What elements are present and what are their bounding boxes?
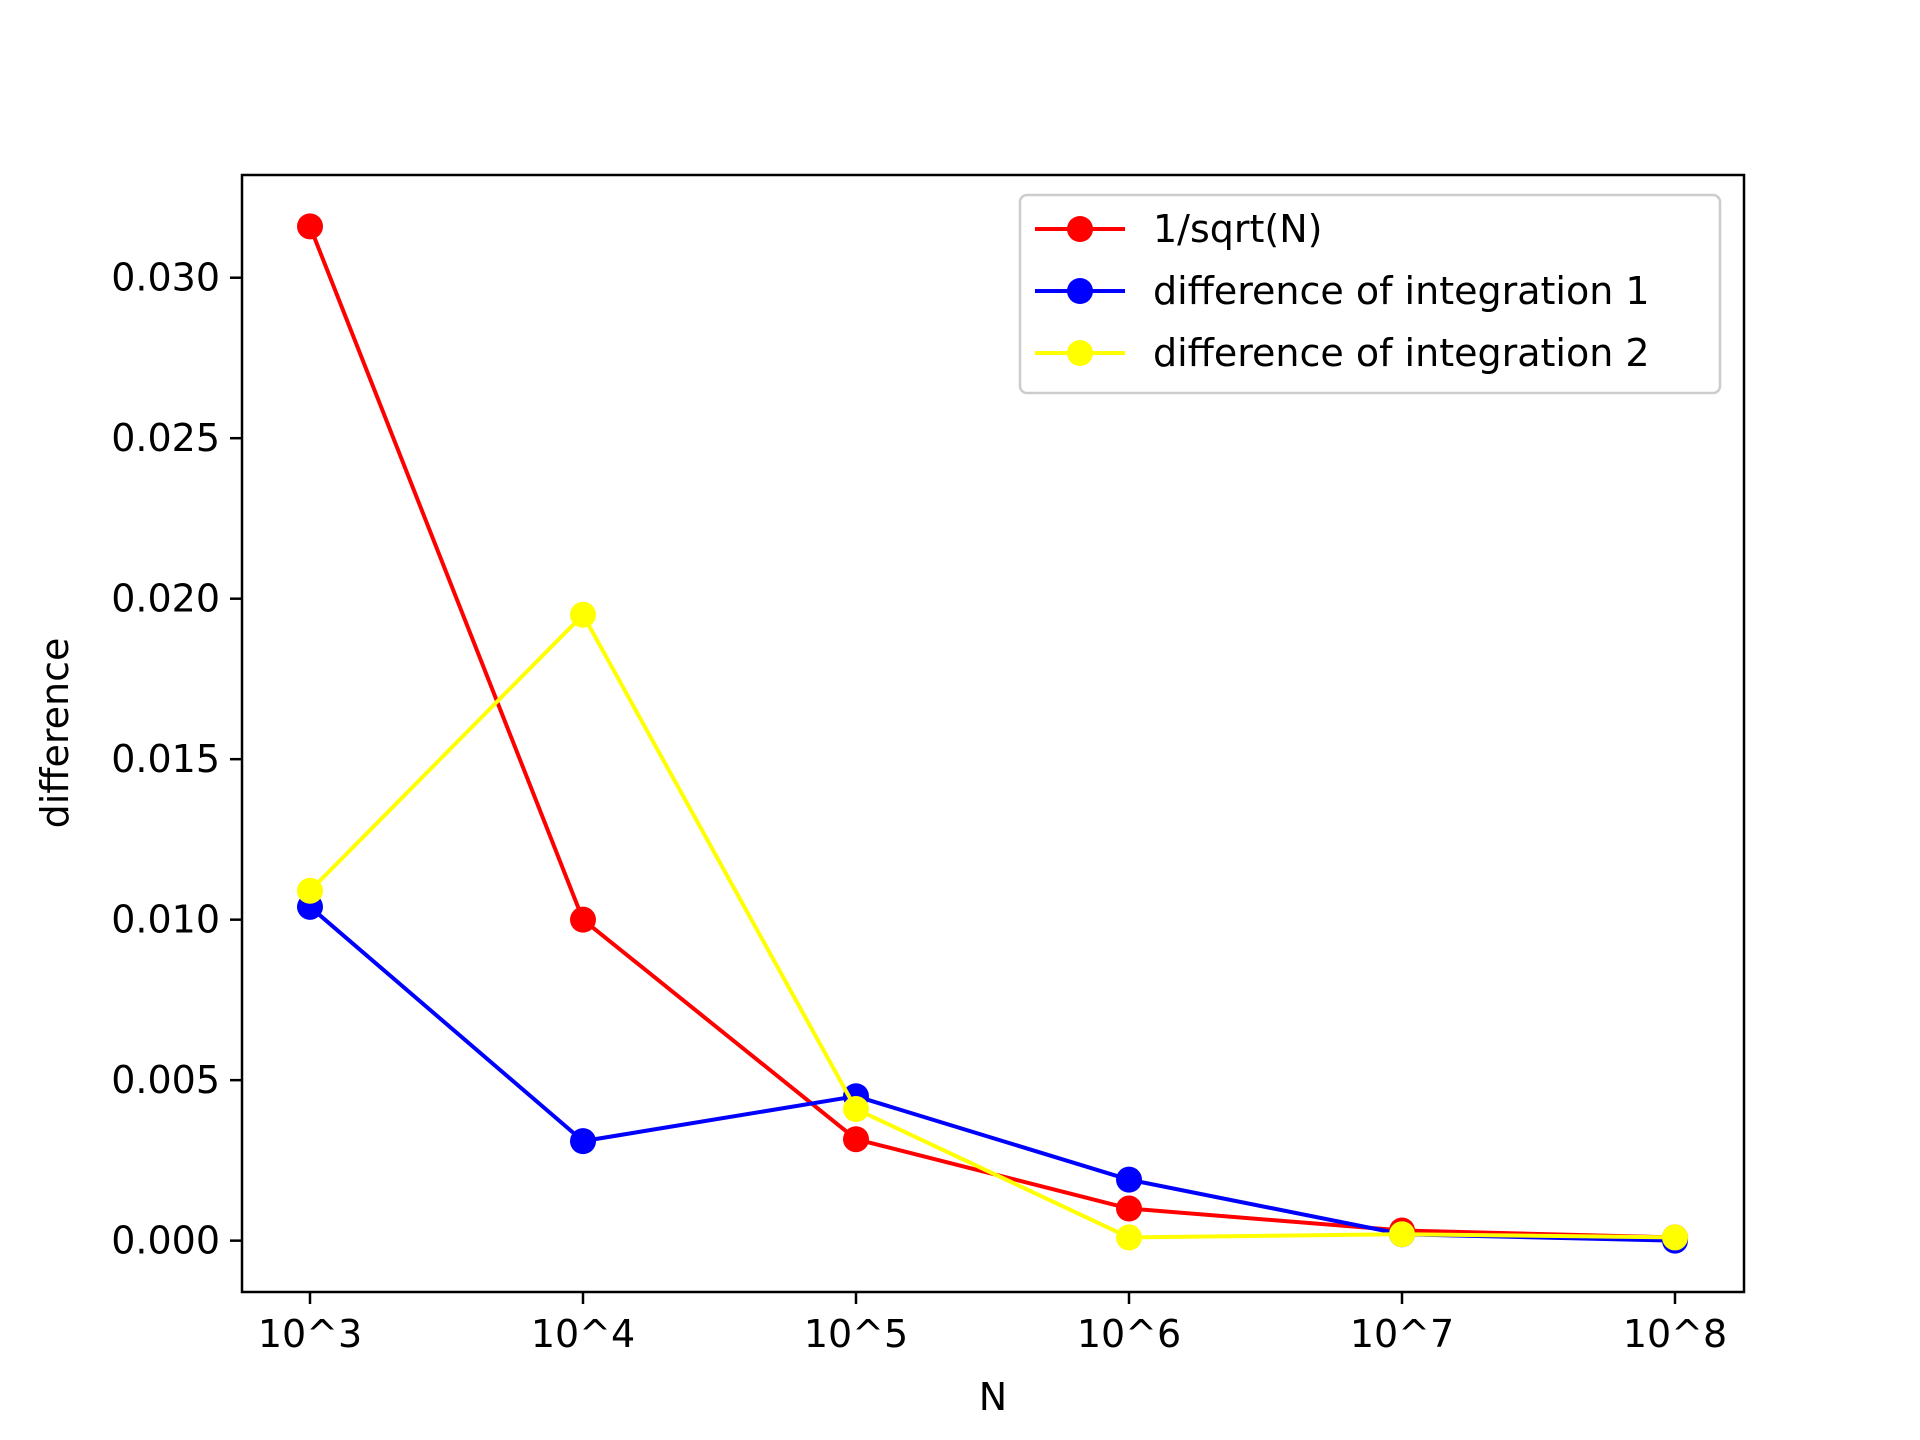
series-layer [297, 213, 1688, 1254]
x-axis-label: N [979, 1375, 1007, 1419]
data-point [843, 1126, 869, 1153]
data-point [297, 213, 323, 240]
x-tick-label: 10^5 [804, 1312, 908, 1356]
x-tick-label: 10^8 [1623, 1312, 1727, 1356]
y-tick-label: 0.030 [111, 256, 220, 300]
data-point [1116, 1224, 1142, 1251]
legend-marker [1067, 278, 1093, 304]
data-point [570, 601, 596, 628]
x-tick-label: 10^3 [258, 1312, 362, 1356]
legend-label: difference of integration 2 [1153, 331, 1650, 375]
legend-entry: difference of integration 1 [1035, 269, 1650, 313]
data-point [570, 906, 596, 933]
y-axis: 0.000 0.005 0.010 0.015 0.020 0.025 0.030 [111, 256, 242, 1263]
y-axis-label: difference [33, 638, 77, 829]
plot-frame [240, 173, 1746, 1294]
x-tick-label: 10^4 [531, 1312, 635, 1356]
data-point [297, 877, 323, 904]
y-tick-label: 0.010 [111, 898, 220, 942]
legend-marker [1067, 340, 1093, 366]
x-tick-label: 10^6 [1077, 1312, 1181, 1356]
y-tick-label: 0.005 [111, 1058, 220, 1102]
legend: 1/sqrt(N) difference of integration 1 diff… [1018, 193, 1722, 395]
legend-marker [1067, 216, 1093, 242]
x-axis: 10^3 10^4 10^5 10^6 10^7 10^8 [258, 1292, 1727, 1356]
data-point [1389, 1221, 1415, 1248]
series-line [308, 612, 1676, 1240]
data-point [843, 1096, 869, 1123]
data-point [570, 1128, 596, 1155]
y-tick-label: 0.000 [111, 1219, 220, 1263]
series-3 [297, 601, 1688, 1251]
legend-entry: difference of integration 2 [1035, 331, 1650, 375]
data-point [1116, 1195, 1142, 1222]
x-tick-label: 10^7 [1350, 1312, 1454, 1356]
legend-label: difference of integration 1 [1153, 269, 1650, 313]
y-tick-label: 0.025 [111, 416, 220, 460]
legend-entry: 1/sqrt(N) [1035, 207, 1323, 251]
legend-label: 1/sqrt(N) [1153, 207, 1323, 251]
y-tick-label: 0.020 [111, 577, 220, 621]
y-tick-label: 0.015 [111, 737, 220, 781]
data-point [1662, 1224, 1688, 1251]
legend-box [1018, 193, 1722, 395]
data-point [1116, 1166, 1142, 1193]
